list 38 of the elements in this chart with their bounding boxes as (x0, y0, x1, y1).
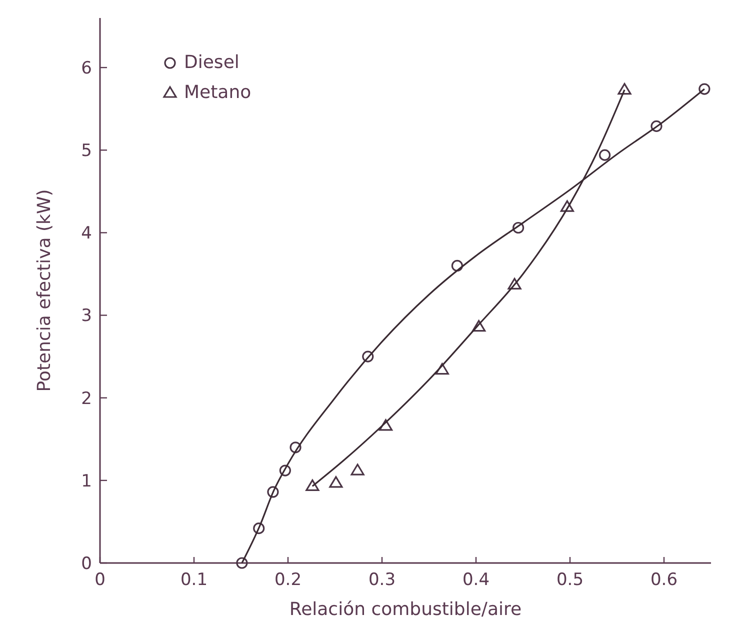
legend-label: Diesel (184, 52, 240, 73)
x-tick-label: 0.3 (368, 570, 396, 590)
point (279, 464, 291, 476)
legend-label: Metano (184, 82, 252, 103)
x-tick-label: 0.1 (180, 570, 208, 590)
x-tick-label: 0.5 (556, 570, 584, 590)
y-tick-label: 4 (81, 224, 92, 244)
point (472, 320, 486, 332)
point (236, 557, 248, 569)
y-tick-label: 5 (81, 141, 92, 162)
point (290, 442, 302, 454)
point (378, 419, 393, 431)
y-tick-label: 0 (81, 554, 92, 574)
x-tick-label: 0.2 (274, 570, 302, 590)
point (350, 464, 364, 476)
point (435, 362, 449, 375)
point (508, 278, 522, 290)
point (362, 350, 374, 362)
point (698, 83, 710, 95)
y-tick-label: 6 (81, 58, 92, 78)
point (598, 149, 611, 161)
y-tick-label: 1 (81, 471, 92, 492)
point (451, 260, 463, 272)
point (512, 222, 524, 234)
point (253, 522, 265, 534)
point (618, 83, 632, 95)
x-tick-label: 0.4 (462, 570, 490, 590)
x-tick-label: 0 (94, 570, 106, 590)
point (650, 120, 662, 132)
point (306, 479, 320, 492)
point (329, 476, 343, 488)
y-tick-label: 2 (81, 388, 92, 409)
x-tick-label: 0.6 (650, 570, 678, 590)
y-axis-title: Potencia efectiva (kW) (34, 189, 55, 392)
point (560, 200, 574, 212)
x-axis-title: Relación combustible/aire (289, 599, 522, 620)
point (267, 486, 279, 498)
y-tick-label: 3 (81, 306, 92, 326)
